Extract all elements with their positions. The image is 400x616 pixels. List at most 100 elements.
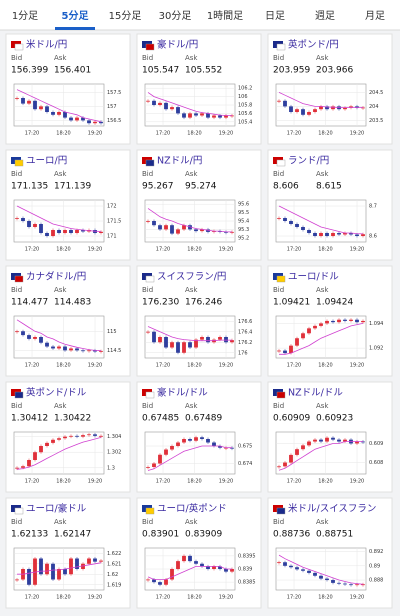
candle [188, 113, 192, 118]
candle [93, 121, 97, 124]
candle [152, 579, 156, 583]
candle [313, 572, 317, 576]
flag-icon [145, 275, 155, 283]
y-tick-label: 0.674 [238, 461, 252, 467]
tab[interactable]: 1分足 [12, 10, 38, 22]
candle [355, 234, 359, 236]
x-tick-label: 17:20 [156, 247, 170, 253]
candle [325, 320, 329, 324]
candle [295, 224, 299, 227]
flag-icon [14, 391, 24, 399]
tab[interactable]: 5分足 [62, 9, 90, 22]
candle [93, 558, 97, 562]
moving-average [147, 208, 232, 233]
candle [176, 107, 180, 114]
y-tick-label: 1.62 [107, 572, 118, 578]
candle [33, 100, 37, 110]
candle [295, 109, 299, 112]
candle [164, 102, 168, 110]
tab[interactable]: 1時間足 [207, 10, 243, 22]
candle [15, 467, 19, 469]
x-tick-label: 17:20 [25, 595, 39, 601]
tab[interactable]: 15分足 [109, 10, 142, 22]
ask-value: 95.274 [185, 182, 217, 192]
y-tick-label: 176.2 [238, 340, 252, 346]
x-tick-label: 19:20 [88, 595, 102, 601]
ask-value: 1.62147 [54, 530, 91, 540]
candle [158, 582, 162, 585]
y-tick-label: 0.89 [369, 563, 380, 569]
candle [57, 346, 61, 349]
bid-label: Bid [273, 286, 284, 294]
tab[interactable]: 月足 [365, 10, 385, 22]
bid-label: Bid [142, 518, 153, 526]
x-tick-label: 19:20 [350, 595, 364, 601]
candle [194, 229, 198, 232]
candle [313, 325, 317, 329]
candle [21, 218, 25, 221]
candle [45, 106, 49, 112]
candle [277, 218, 281, 219]
x-tick-label: 18:20 [187, 131, 201, 137]
candle [27, 460, 31, 467]
candle [188, 342, 192, 348]
candle [301, 569, 305, 571]
x-tick-label: 18:20 [56, 363, 70, 369]
moving-average [16, 437, 102, 470]
pair-name: ユーロ/英ポンド [157, 503, 227, 515]
flag-icon [14, 159, 24, 167]
y-tick-label: 157.5 [107, 90, 121, 96]
candle [343, 583, 347, 585]
x-tick-label: 19:20 [219, 247, 233, 253]
y-tick-label: 8.6 [369, 234, 377, 240]
candle [21, 466, 25, 468]
ask-label: Ask [185, 402, 198, 410]
y-tick-label: 114.5 [107, 348, 121, 354]
y-tick-label: 8.7 [369, 204, 377, 210]
bid-value: 0.83901 [142, 530, 179, 540]
candle [343, 439, 347, 442]
pair-name: 米ドル/スイスフラン [288, 503, 376, 515]
ask-label: Ask [54, 518, 67, 526]
x-tick-label: 19:20 [88, 247, 102, 253]
candle [206, 439, 210, 443]
candle [81, 563, 85, 569]
candle [87, 434, 91, 436]
candle [75, 230, 79, 233]
candle [277, 466, 281, 468]
x-tick-label: 19:20 [219, 363, 233, 369]
tab[interactable]: 日足 [265, 10, 285, 22]
x-tick-label: 17:20 [156, 479, 170, 485]
pair-name: スイスフラン/円 [157, 272, 226, 283]
candle [325, 233, 329, 236]
bid-value: 0.60909 [273, 414, 310, 424]
moving-average [17, 562, 102, 575]
candle [206, 337, 210, 343]
ask-value: 1.09424 [316, 298, 353, 308]
x-tick-label: 19:20 [219, 479, 233, 485]
candle [325, 437, 329, 442]
tab[interactable]: 30分足 [159, 10, 192, 22]
x-tick-label: 18:20 [318, 247, 332, 253]
candle [301, 445, 305, 450]
y-tick-label: 0.675 [238, 444, 252, 450]
x-tick-label: 17:20 [287, 247, 301, 253]
x-tick-label: 18:20 [56, 595, 70, 601]
candle [33, 558, 37, 585]
bid-value: 0.67485 [142, 414, 179, 424]
tab[interactable]: 週足 [315, 10, 335, 22]
bid-label: Bid [273, 170, 284, 178]
candle [218, 115, 222, 118]
x-tick-label: 17:20 [287, 131, 301, 137]
candle [343, 107, 347, 110]
ask-value: 203.966 [316, 66, 353, 76]
ask-value: 0.88751 [316, 530, 353, 540]
candle [170, 342, 174, 348]
candle [307, 441, 311, 446]
candle [146, 579, 150, 581]
candle [15, 98, 19, 99]
candle [289, 345, 293, 354]
candle [81, 230, 85, 232]
x-tick-label: 18:20 [187, 595, 201, 601]
